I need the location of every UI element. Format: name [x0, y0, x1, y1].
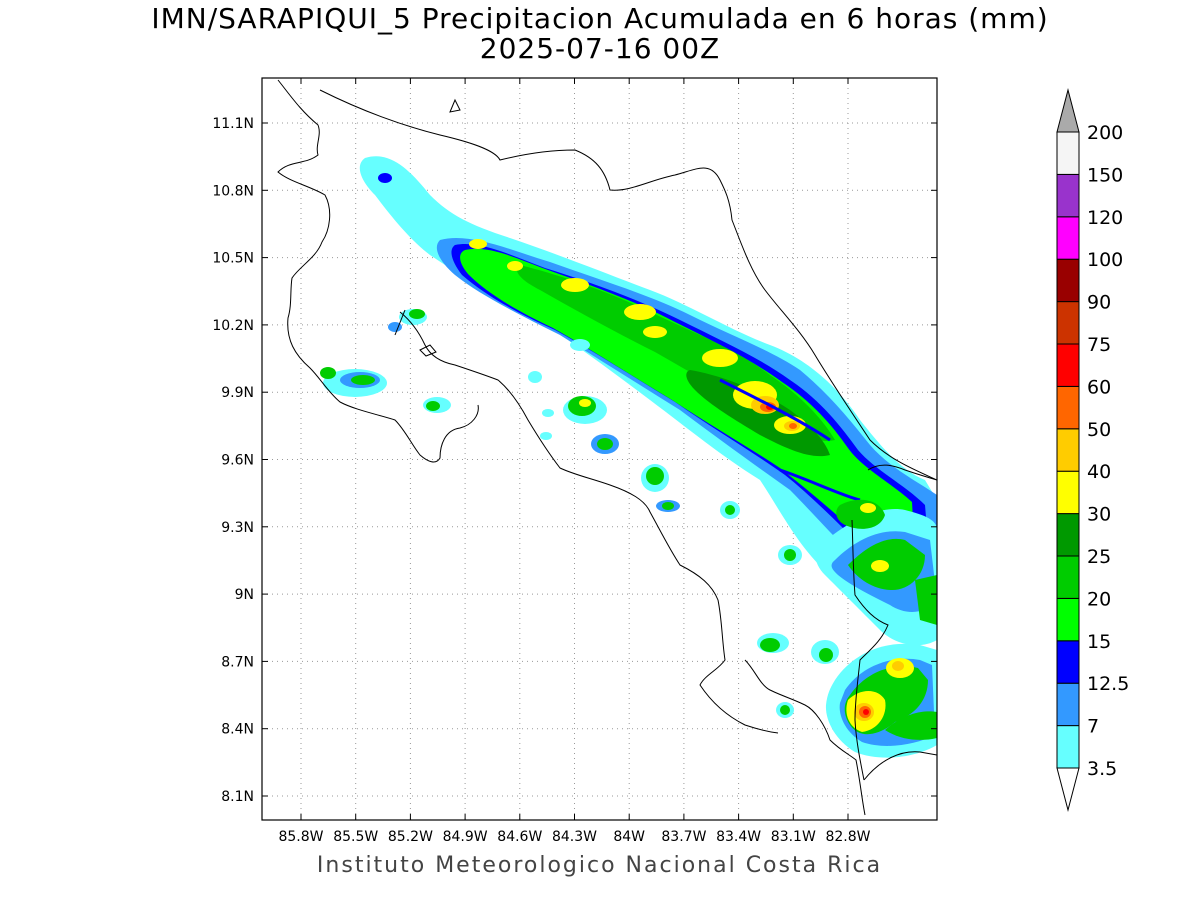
colorbar-label: 50 — [1087, 419, 1111, 441]
precipitation-field — [320, 156, 937, 758]
lat-tick-label: 10.2N — [212, 318, 254, 334]
map-date: 2025-07-16 00Z — [479, 32, 721, 65]
colorbar-label: 3.5 — [1087, 758, 1117, 780]
colorbar-bin — [1056, 470, 1080, 515]
lon-tick-label: 84.9W — [443, 829, 488, 845]
lat-tick-label: 8.4N — [221, 722, 254, 738]
lon-tick-label: 85.2W — [388, 829, 433, 845]
lon-tick-label: 84.6W — [497, 829, 542, 845]
colorbar-bin — [1056, 258, 1080, 303]
lat-tick-label: 9N — [235, 587, 254, 603]
colorbar-label: 200 — [1087, 122, 1123, 144]
lon-tick-label: 83.7W — [661, 829, 706, 845]
colorbar-label: 25 — [1087, 546, 1111, 568]
lon-tick-label: 82.8W — [825, 829, 870, 845]
lat-tick-label: 9.6N — [221, 453, 254, 469]
rain-band-southeast — [815, 499, 937, 646]
colorbar-bin — [1056, 343, 1080, 387]
colorbar-label: 100 — [1087, 249, 1123, 271]
rain-cells-scattered — [320, 168, 839, 718]
map-title: IMN/SARAPIQUI_5 Precipitacion Acumulada … — [151, 2, 1049, 35]
footer-credit: Instituto Meteorologico Nacional Costa R… — [316, 853, 883, 878]
colorbar-bin — [1056, 555, 1080, 599]
colorbar-label: 7 — [1087, 716, 1099, 738]
colorbar-label: 150 — [1087, 164, 1123, 186]
rain-band-north — [359, 156, 937, 640]
lat-tick-label: 10.8N — [212, 183, 254, 199]
colorbar-label: 12.5 — [1087, 673, 1129, 695]
rain-cluster-south — [825, 643, 937, 758]
colorbar-bin — [1056, 597, 1080, 642]
colorbar-bin — [1056, 173, 1080, 218]
lon-tick-label: 83.1W — [771, 829, 816, 845]
lon-tick-label: 85.5W — [333, 829, 378, 845]
coastlines — [277, 79, 937, 816]
colorbar-bin — [1056, 216, 1080, 260]
colorbar-bin — [1056, 513, 1080, 557]
colorbar-label: 120 — [1087, 207, 1123, 229]
colorbar: 3.5 7 12.5 15 20 25 30 40 50 60 75 90 100 120 150 200 — [1056, 88, 1129, 812]
lon-tick-label: 85.8W — [278, 829, 323, 845]
latitude-axis: 11.1N 10.8N 10.5N 10.2N 9.9N 9.6N 9.3N 9N 8.7N 8.… — [212, 116, 937, 805]
lon-tick-label: 84.3W — [552, 829, 597, 845]
colorbar-label: 75 — [1087, 334, 1111, 356]
colorbar-under-triangle — [1056, 767, 1080, 812]
colorbar-over-triangle — [1056, 88, 1080, 133]
colorbar-bin — [1056, 131, 1080, 175]
plot-frame — [261, 77, 938, 821]
lat-tick-label: 10.5N — [212, 251, 254, 267]
colorbar-label: 60 — [1087, 376, 1111, 398]
colorbar-bin — [1056, 428, 1080, 472]
lat-tick-label: 8.7N — [221, 654, 254, 670]
colorbar-label: 30 — [1087, 504, 1111, 526]
lat-tick-label: 9.9N — [221, 385, 254, 401]
lon-tick-label: 83.4W — [716, 829, 761, 845]
lon-tick-label: 84W — [613, 829, 645, 845]
colorbar-label: 20 — [1087, 588, 1111, 610]
lat-tick-label: 8.1N — [221, 789, 254, 805]
colorbar-label: 90 — [1087, 292, 1111, 314]
colorbar-bin — [1056, 301, 1080, 345]
colorbar-label: 15 — [1087, 631, 1111, 653]
colorbar-label: 40 — [1087, 461, 1111, 483]
longitude-axis: 85.8W 85.5W 85.2W 84.9W 84.6W 84.3W 84W 83.7W 83… — [278, 78, 871, 845]
colorbar-bin — [1056, 640, 1080, 684]
colorbar-bin — [1056, 682, 1080, 727]
colorbar-bin — [1056, 385, 1080, 430]
colorbar-bin — [1056, 725, 1080, 769]
lat-tick-label: 9.3N — [221, 520, 254, 536]
lat-tick-label: 11.1N — [212, 116, 254, 132]
